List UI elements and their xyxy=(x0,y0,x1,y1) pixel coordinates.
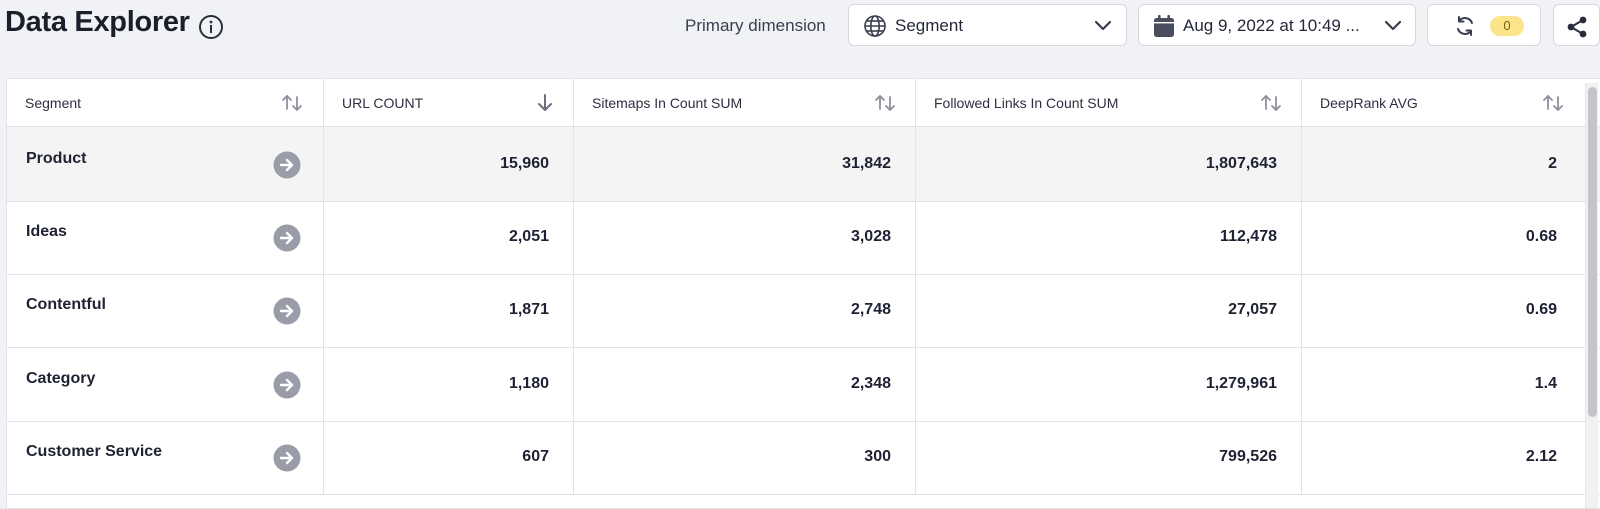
column-header-segment[interactable]: Segment xyxy=(7,79,324,127)
sitemaps-value: 2,748 xyxy=(850,301,891,319)
deeprank-value: 2.12 xyxy=(1525,447,1557,465)
deeprank-cell: 0.69 xyxy=(1302,273,1581,348)
deeprank-cell: 1.4 xyxy=(1302,347,1581,422)
table-row[interactable]: Product 15,960 31,842 1,807,643 2 xyxy=(7,127,1600,202)
url-count-value: 607 xyxy=(522,447,549,465)
segment-name[interactable]: Ideas xyxy=(26,223,67,241)
arrow-right-circle-icon[interactable] xyxy=(273,444,301,472)
arrow-right-circle-icon[interactable] xyxy=(273,151,301,179)
url-count-value: 1,180 xyxy=(508,374,549,392)
primary-dimension-label: Primary dimension xyxy=(685,16,826,35)
sort-icon[interactable] xyxy=(1260,93,1282,113)
followed-links-value: 1,279,961 xyxy=(1205,374,1277,392)
segment-cell: Product xyxy=(7,127,324,202)
followed-links-value: 27,057 xyxy=(1228,301,1277,319)
column-header-label: Followed Links In Count SUM xyxy=(934,95,1119,111)
followed-links-cell: 1,807,643 xyxy=(916,127,1302,202)
segment-name[interactable]: Contentful xyxy=(26,296,106,314)
sitemaps-value: 3,028 xyxy=(850,228,891,246)
table-row[interactable]: Contentful 1,871 2,748 27,057 0.69 xyxy=(7,273,1600,349)
sitemaps-cell: 3,028 xyxy=(574,200,916,276)
column-header-label: Segment xyxy=(25,95,82,111)
column-header-deeprank[interactable]: DeepRank AVG xyxy=(1302,79,1581,127)
segment-cell: Contentful xyxy=(7,273,324,349)
sitemaps-value: 31,842 xyxy=(842,155,891,172)
segment-cell: Ideas xyxy=(7,200,324,276)
globe-icon xyxy=(863,14,887,38)
column-header-label: URL COUNT xyxy=(342,95,424,111)
deeprank-cell: 2 xyxy=(1302,127,1581,202)
followed-links-value: 1,807,643 xyxy=(1205,155,1277,172)
followed-links-value: 112,478 xyxy=(1220,228,1277,246)
table-row[interactable]: Ideas 2,051 3,028 112,478 0.68 xyxy=(7,200,1600,276)
deeprank-value: 2 xyxy=(1548,155,1557,172)
chevron-down-icon xyxy=(1384,19,1402,33)
refresh-button[interactable]: 0 xyxy=(1427,4,1541,46)
column-header-url-count[interactable]: URL COUNT xyxy=(324,79,574,127)
sort-icon[interactable] xyxy=(1542,93,1564,113)
dimension-select-value: Segment xyxy=(895,16,964,35)
data-table: Segment URL COUNT Sitemaps In Count SUM … xyxy=(6,78,1600,509)
segment-cell: Category xyxy=(7,346,324,422)
url-count-cell: 2,051 xyxy=(324,200,574,276)
sitemaps-cell: 2,348 xyxy=(574,346,916,422)
share-button[interactable] xyxy=(1553,4,1600,46)
sort-icon[interactable] xyxy=(874,93,896,113)
page-title: Data Explorer xyxy=(5,6,190,38)
arrow-right-circle-icon[interactable] xyxy=(273,224,301,252)
followed-links-cell: 112,478 xyxy=(916,200,1302,276)
date-select-value: Aug 9, 2022 at 10:49 ... xyxy=(1183,16,1360,35)
followed-links-cell: 1,279,961 xyxy=(916,346,1302,422)
segment-name[interactable]: Category xyxy=(26,369,96,387)
column-header-followed-links[interactable]: Followed Links In Count SUM xyxy=(916,79,1302,127)
table-row[interactable]: Category 1,180 2,348 1,279,961 1.4 xyxy=(7,346,1600,422)
url-count-cell: 1,180 xyxy=(324,346,574,422)
arrow-right-circle-icon[interactable] xyxy=(273,297,301,325)
arrow-right-circle-icon[interactable] xyxy=(273,371,301,399)
chevron-down-icon xyxy=(1094,19,1112,33)
sitemaps-value: 300 xyxy=(864,447,891,465)
deeprank-value: 1.4 xyxy=(1534,374,1557,392)
url-count-cell: 1,871 xyxy=(324,273,574,349)
followed-links-value: 799,526 xyxy=(1219,447,1277,465)
info-icon[interactable] xyxy=(198,14,224,40)
column-header-label: Sitemaps In Count SUM xyxy=(592,95,743,111)
sort-icon[interactable] xyxy=(281,93,303,113)
top-bar: Data Explorer Primary dimension Segment … xyxy=(0,0,1600,52)
refresh-count-badge: 0 xyxy=(1490,16,1524,36)
deeprank-value: 0.69 xyxy=(1525,301,1557,319)
followed-links-cell: 799,526 xyxy=(916,419,1302,495)
deeprank-cell: 2.12 xyxy=(1302,420,1581,495)
followed-links-cell: 27,057 xyxy=(916,273,1302,349)
deeprank-cell: 0.68 xyxy=(1302,200,1581,275)
url-count-cell: 607 xyxy=(324,419,574,495)
url-count-value: 15,960 xyxy=(500,155,549,172)
sitemaps-value: 2,348 xyxy=(850,374,891,392)
url-count-cell: 15,960 xyxy=(324,127,574,202)
column-header-label: DeepRank AVG xyxy=(1320,95,1418,111)
share-icon xyxy=(1565,15,1589,39)
segment-cell: Customer Service xyxy=(7,419,324,495)
table-header: Segment URL COUNT Sitemaps In Count SUM … xyxy=(7,79,1600,127)
sort-descending-icon[interactable] xyxy=(534,93,556,113)
url-count-value: 2,051 xyxy=(508,228,549,246)
sitemaps-cell: 2,748 xyxy=(574,273,916,349)
url-count-value: 1,871 xyxy=(508,301,549,319)
date-select[interactable]: Aug 9, 2022 at 10:49 ... xyxy=(1138,4,1416,46)
segment-name[interactable]: Customer Service xyxy=(26,442,163,460)
scrollbar-thumb[interactable] xyxy=(1588,87,1597,417)
sitemaps-cell: 300 xyxy=(574,419,916,495)
deeprank-value: 0.68 xyxy=(1525,228,1557,246)
table-row[interactable]: Customer Service 607 300 799,526 2.12 xyxy=(7,419,1600,495)
column-header-sitemaps[interactable]: Sitemaps In Count SUM xyxy=(574,79,916,127)
calendar-icon xyxy=(1153,14,1175,38)
dimension-select[interactable]: Segment xyxy=(848,4,1127,46)
sitemaps-cell: 31,842 xyxy=(574,127,916,202)
vertical-scrollbar[interactable] xyxy=(1585,83,1598,508)
refresh-icon xyxy=(1454,15,1476,37)
segment-name[interactable]: Product xyxy=(26,150,87,167)
